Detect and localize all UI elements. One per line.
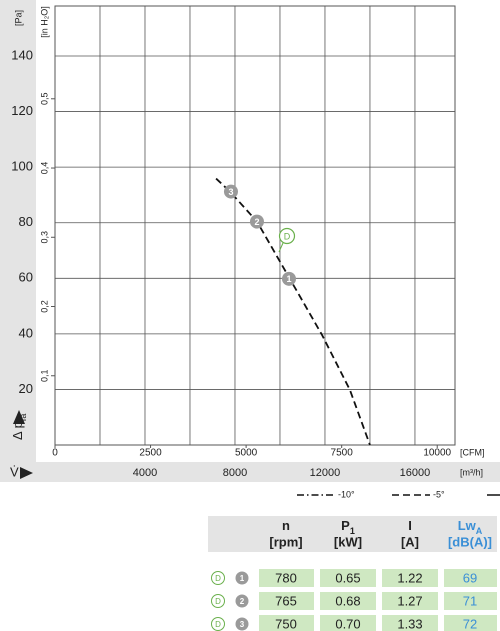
x2-tick-label: 0 bbox=[52, 448, 58, 459]
y2-tick-label: 0,1 bbox=[39, 369, 49, 382]
y-tick-label: 100 bbox=[11, 159, 33, 174]
point-icon bbox=[235, 594, 249, 608]
curve-label: D bbox=[215, 620, 221, 629]
y-tick-label: 80 bbox=[19, 214, 33, 229]
x-tick-label: 8000 bbox=[223, 467, 247, 479]
legend-label: -5° bbox=[433, 489, 445, 499]
point-label: 1 bbox=[240, 574, 245, 583]
cell-value: 750 bbox=[275, 616, 297, 631]
header-unit: [kW] bbox=[334, 534, 362, 549]
operating-point bbox=[281, 271, 296, 286]
operating-point-label: 1 bbox=[286, 274, 291, 284]
header-main: P bbox=[341, 518, 350, 533]
x-unit: [m³/h] bbox=[460, 467, 483, 477]
x2-tick-label: 5000 bbox=[235, 448, 258, 459]
y-tick-label: 40 bbox=[19, 325, 33, 340]
annotation-label: D bbox=[284, 231, 291, 241]
header-title: LwA bbox=[458, 518, 483, 536]
x2-tick-label: 10000 bbox=[423, 448, 451, 459]
point-label: 2 bbox=[240, 597, 245, 606]
header-unit: [rpm] bbox=[269, 534, 302, 549]
table-cell bbox=[444, 592, 497, 610]
table-header-band bbox=[208, 516, 497, 552]
cell-value: 72 bbox=[463, 616, 477, 631]
x2-tick-label: 2500 bbox=[139, 448, 162, 459]
y-tick-label: 20 bbox=[19, 381, 33, 396]
header-main: Lw bbox=[458, 518, 477, 533]
header-title: P1 bbox=[341, 518, 355, 536]
y-tick-label: 140 bbox=[11, 47, 33, 62]
curve-icon bbox=[211, 571, 225, 585]
x-tick-label: 16000 bbox=[400, 467, 431, 479]
header-main: I bbox=[408, 518, 412, 533]
table-cell bbox=[320, 569, 376, 587]
y-tick-label: 120 bbox=[11, 103, 33, 118]
operating-point bbox=[223, 184, 238, 199]
series-line bbox=[215, 177, 371, 446]
legend-label: -10° bbox=[338, 489, 355, 499]
plot-frame bbox=[54, 5, 456, 446]
curve-label: D bbox=[215, 597, 221, 606]
table-cell bbox=[382, 569, 438, 587]
table-cell bbox=[444, 569, 497, 587]
x-tick-label: 4000 bbox=[133, 467, 157, 479]
cell-value: 0.68 bbox=[335, 593, 360, 608]
table-cell bbox=[382, 615, 438, 631]
point-icon bbox=[235, 617, 249, 631]
cell-value: 1.33 bbox=[397, 616, 422, 631]
header-unit: [dB(A)] bbox=[448, 534, 492, 549]
header-sub: 1 bbox=[350, 526, 355, 536]
y-arrow bbox=[13, 410, 25, 424]
x-arrow bbox=[20, 467, 33, 479]
y2-unit: [in H₂O] bbox=[39, 6, 49, 38]
curve-label: D bbox=[215, 574, 221, 583]
x-tick-label: 12000 bbox=[310, 467, 341, 479]
point-icon bbox=[235, 571, 249, 585]
curve-icon bbox=[211, 594, 225, 608]
header-unit: [A] bbox=[401, 534, 419, 549]
table-cell bbox=[320, 615, 376, 631]
y2-tick-label: 0,5 bbox=[39, 93, 49, 106]
operating-point bbox=[249, 214, 264, 229]
operating-point-label: 3 bbox=[228, 187, 233, 197]
y-unit: [Pa] bbox=[13, 10, 23, 26]
table-cell bbox=[259, 592, 314, 610]
cell-value: 71 bbox=[463, 593, 477, 608]
x2-tick-label: 7500 bbox=[331, 448, 354, 459]
point-label: 3 bbox=[240, 620, 245, 629]
table-cell bbox=[259, 569, 314, 587]
x2-unit: [CFM] bbox=[460, 447, 485, 457]
header-sub: A bbox=[476, 526, 483, 536]
header-title: n bbox=[282, 518, 290, 533]
cell-value: 1.27 bbox=[397, 593, 422, 608]
y-tick-label: 60 bbox=[19, 270, 33, 285]
y-label-sub: fa bbox=[18, 414, 28, 422]
x-label: V̇ bbox=[10, 464, 19, 479]
y-label: Δ pfa bbox=[10, 414, 28, 440]
table-cell bbox=[382, 592, 438, 610]
cell-value: 0.70 bbox=[335, 616, 360, 631]
header-title: I bbox=[408, 518, 412, 533]
cell-value: 0.65 bbox=[335, 570, 360, 585]
cell-value: 69 bbox=[463, 570, 477, 585]
cell-value: 1.22 bbox=[397, 570, 422, 585]
table-cell bbox=[259, 615, 314, 631]
y-label-main: Δ p bbox=[10, 421, 25, 440]
header-main: n bbox=[282, 518, 290, 533]
y2-tick-label: 0,4 bbox=[39, 162, 49, 175]
cell-value: 765 bbox=[275, 593, 297, 608]
bottom-band bbox=[0, 462, 500, 482]
annotation-circle bbox=[278, 227, 296, 245]
operating-point-label: 2 bbox=[254, 217, 259, 227]
table-cell bbox=[320, 592, 376, 610]
left-band bbox=[0, 0, 36, 482]
y2-tick-label: 0,2 bbox=[39, 300, 49, 313]
y2-tick-label: 0,3 bbox=[39, 231, 49, 244]
annotation-leader bbox=[278, 242, 284, 253]
cell-value: 780 bbox=[275, 570, 297, 585]
table-cell bbox=[444, 615, 497, 631]
